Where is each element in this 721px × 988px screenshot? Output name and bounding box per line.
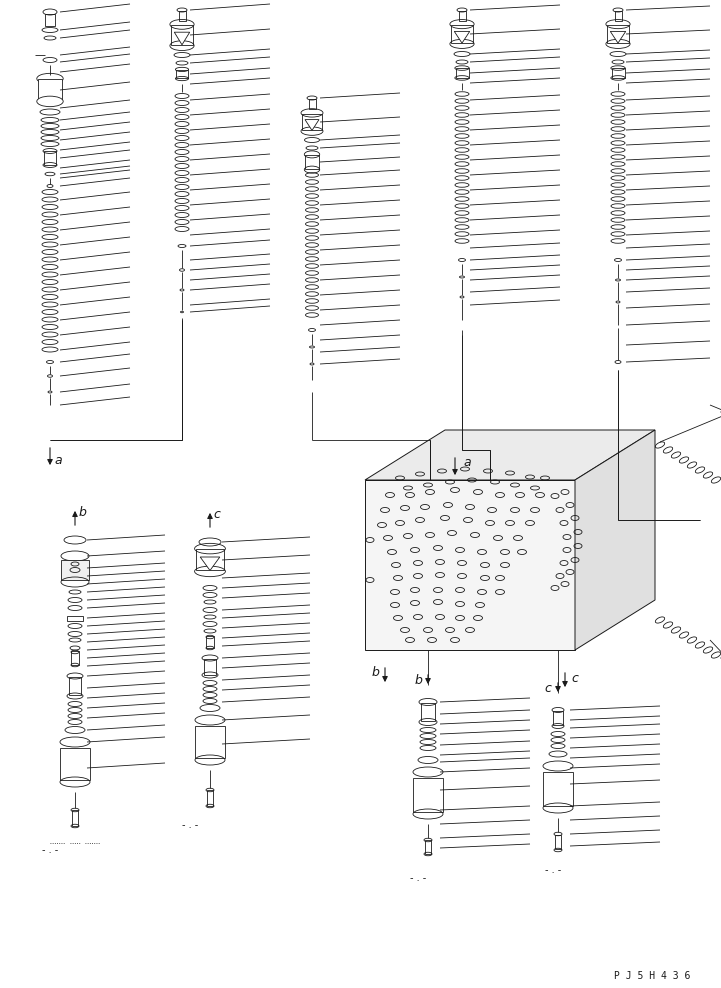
Text: b: b	[414, 674, 422, 687]
Polygon shape	[200, 557, 220, 570]
Polygon shape	[305, 120, 319, 130]
Bar	[614, 11, 622, 21]
Bar	[305, 155, 319, 169]
Ellipse shape	[37, 96, 63, 107]
Bar	[171, 26, 193, 44]
Bar	[309, 99, 316, 109]
Text: - . -: - . -	[182, 820, 198, 830]
Bar	[67, 616, 83, 620]
Text: c: c	[572, 672, 578, 685]
Polygon shape	[365, 430, 655, 480]
Bar	[45, 14, 55, 26]
Bar	[555, 835, 561, 849]
Bar	[206, 636, 214, 648]
Bar	[69, 677, 81, 695]
Bar	[425, 840, 431, 854]
Bar	[38, 79, 62, 101]
Bar	[204, 659, 216, 675]
Polygon shape	[61, 560, 89, 580]
Bar	[456, 68, 469, 77]
Bar	[302, 114, 322, 130]
Text: c: c	[213, 509, 221, 522]
Bar	[71, 651, 79, 665]
Polygon shape	[365, 480, 575, 650]
Bar	[553, 711, 563, 725]
Bar	[421, 703, 435, 721]
Text: P J 5 H 4 3 6: P J 5 H 4 3 6	[614, 971, 690, 981]
Bar	[176, 70, 188, 78]
Polygon shape	[413, 778, 443, 812]
Polygon shape	[60, 748, 90, 780]
Bar	[179, 11, 185, 21]
Text: c: c	[544, 682, 552, 695]
Bar	[44, 151, 56, 165]
Text: - . -: - . -	[42, 845, 58, 855]
Bar	[607, 25, 629, 43]
Polygon shape	[610, 32, 626, 43]
Text: b: b	[371, 666, 379, 679]
Bar	[72, 810, 78, 826]
Text: b: b	[78, 507, 86, 520]
Text: - . -: - . -	[545, 865, 561, 875]
Polygon shape	[195, 726, 225, 758]
Text: a: a	[463, 455, 471, 468]
Text: - . -: - . -	[410, 873, 426, 883]
Bar	[451, 25, 473, 43]
Bar	[611, 68, 624, 77]
Bar	[459, 11, 466, 21]
Polygon shape	[174, 33, 190, 44]
Text: a: a	[54, 453, 62, 466]
Polygon shape	[575, 430, 655, 650]
Bar	[196, 549, 224, 570]
Polygon shape	[543, 772, 573, 806]
Ellipse shape	[37, 73, 63, 84]
Polygon shape	[454, 32, 469, 43]
Bar	[207, 790, 213, 806]
